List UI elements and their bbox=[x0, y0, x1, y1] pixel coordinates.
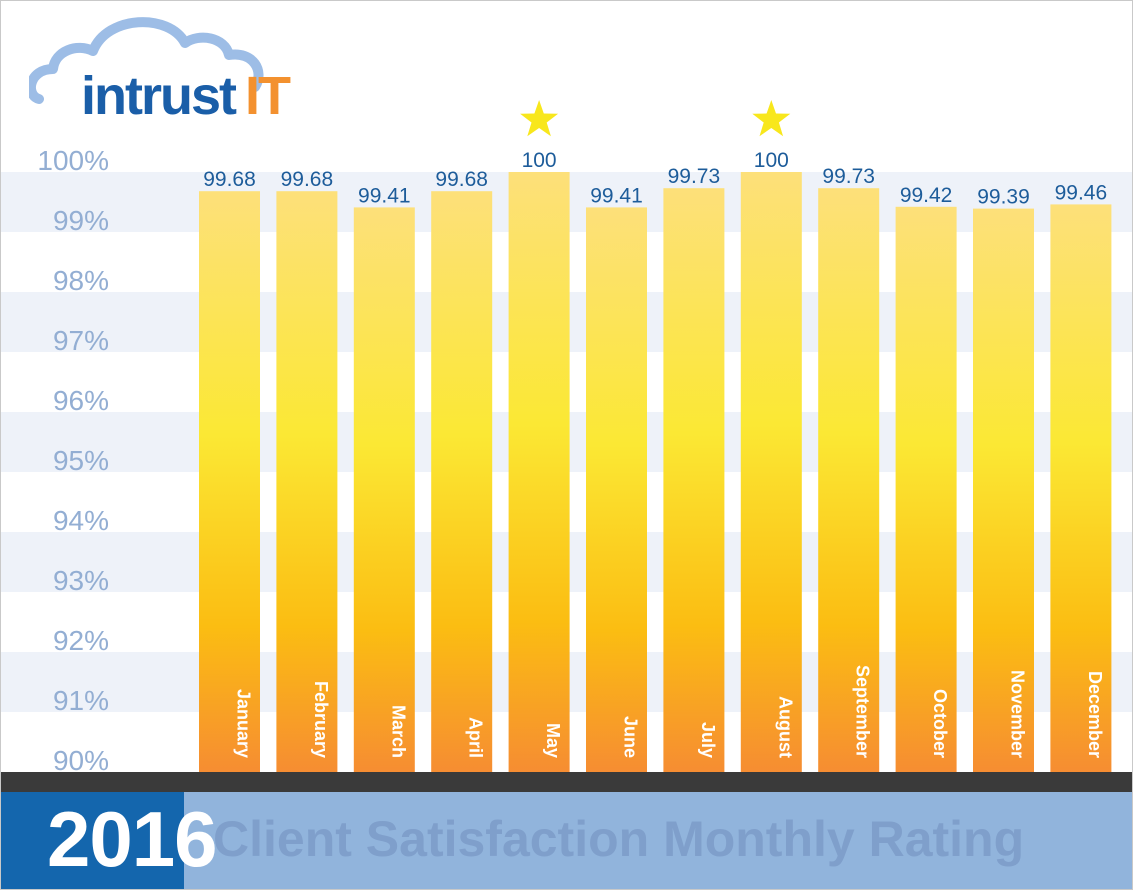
y-tick-label: 91% bbox=[53, 685, 109, 716]
x-category-label: April bbox=[466, 717, 486, 758]
bar-march bbox=[353, 207, 415, 772]
star-icon bbox=[520, 100, 559, 137]
x-category-label: June bbox=[621, 716, 641, 758]
y-tick-label: 96% bbox=[53, 385, 109, 416]
bar-value-label: 99.73 bbox=[668, 165, 721, 188]
logo-text-it: IT bbox=[245, 66, 291, 125]
bar-april bbox=[431, 191, 493, 772]
bar-december bbox=[1050, 204, 1112, 772]
x-category-label: July bbox=[698, 722, 718, 758]
footer-divider bbox=[1, 772, 1132, 792]
x-category-label: May bbox=[543, 723, 563, 758]
bar-june bbox=[586, 207, 647, 772]
bar-value-label: 99.73 bbox=[822, 165, 875, 188]
cloud-icon bbox=[29, 17, 264, 104]
x-category-label: February bbox=[311, 681, 331, 758]
bar-chart: 100% 99% 98% 97% 96% 95% 94% 93% 92% 91% 90% 99.68… bbox=[1, 100, 1132, 772]
y-tick-label: 100% bbox=[37, 145, 109, 176]
y-tick-label: 98% bbox=[53, 265, 109, 296]
bar-november bbox=[973, 208, 1034, 772]
x-category-label: November bbox=[1008, 670, 1028, 758]
bar-value-label: 100 bbox=[754, 149, 789, 172]
bar-july bbox=[663, 188, 725, 772]
y-tick-label: 93% bbox=[53, 565, 109, 596]
bar-value-label: 99.41 bbox=[358, 184, 411, 207]
y-tick-label: 90% bbox=[53, 745, 109, 772]
bar-value-label: 99.46 bbox=[1055, 181, 1108, 204]
bar-january bbox=[199, 191, 260, 772]
x-category-label: August bbox=[775, 696, 795, 758]
bar-october bbox=[895, 206, 957, 772]
bar-value-label: 99.41 bbox=[590, 184, 643, 207]
y-axis-ticks: 100% 99% 98% 97% 96% 95% 94% 93% 92% 91% 90% bbox=[37, 145, 109, 772]
x-category-label: January bbox=[234, 689, 254, 758]
y-tick-label: 99% bbox=[53, 205, 109, 236]
bar-value-label: 99.68 bbox=[281, 168, 334, 191]
footer-band bbox=[1, 792, 1132, 889]
x-category-label: October bbox=[930, 689, 950, 758]
star-icon bbox=[752, 100, 791, 137]
bar-september bbox=[818, 188, 880, 772]
bar-value-label: 99.39 bbox=[977, 186, 1030, 209]
bar-value-label: 100 bbox=[522, 149, 557, 172]
x-category-label: March bbox=[388, 705, 408, 758]
chart-title: Client Satisfaction Monthly Rating bbox=[213, 811, 1025, 867]
bar-august bbox=[740, 172, 802, 772]
logo-text-intrust: intrust bbox=[81, 66, 237, 125]
x-category-label: September bbox=[853, 665, 873, 758]
bar-value-label: 99.42 bbox=[900, 184, 953, 207]
intrust-it-logo: intrust IT bbox=[29, 17, 293, 125]
bar-may bbox=[508, 172, 570, 772]
bar-value-label: 99.68 bbox=[203, 168, 256, 191]
y-tick-label: 94% bbox=[53, 505, 109, 536]
year-label: 2016 bbox=[47, 795, 218, 883]
y-tick-label: 97% bbox=[53, 325, 109, 356]
y-tick-label: 92% bbox=[53, 625, 109, 656]
bar-february bbox=[276, 191, 338, 772]
logo-wordmark: intrust IT bbox=[81, 66, 291, 125]
year-box bbox=[1, 792, 184, 889]
bars: 99.68 January 99.68 February 99.41 March 99.68… bbox=[199, 100, 1112, 772]
x-category-label: December bbox=[1085, 671, 1105, 758]
bar-value-label: 99.68 bbox=[435, 168, 488, 191]
y-tick-label: 95% bbox=[53, 445, 109, 476]
